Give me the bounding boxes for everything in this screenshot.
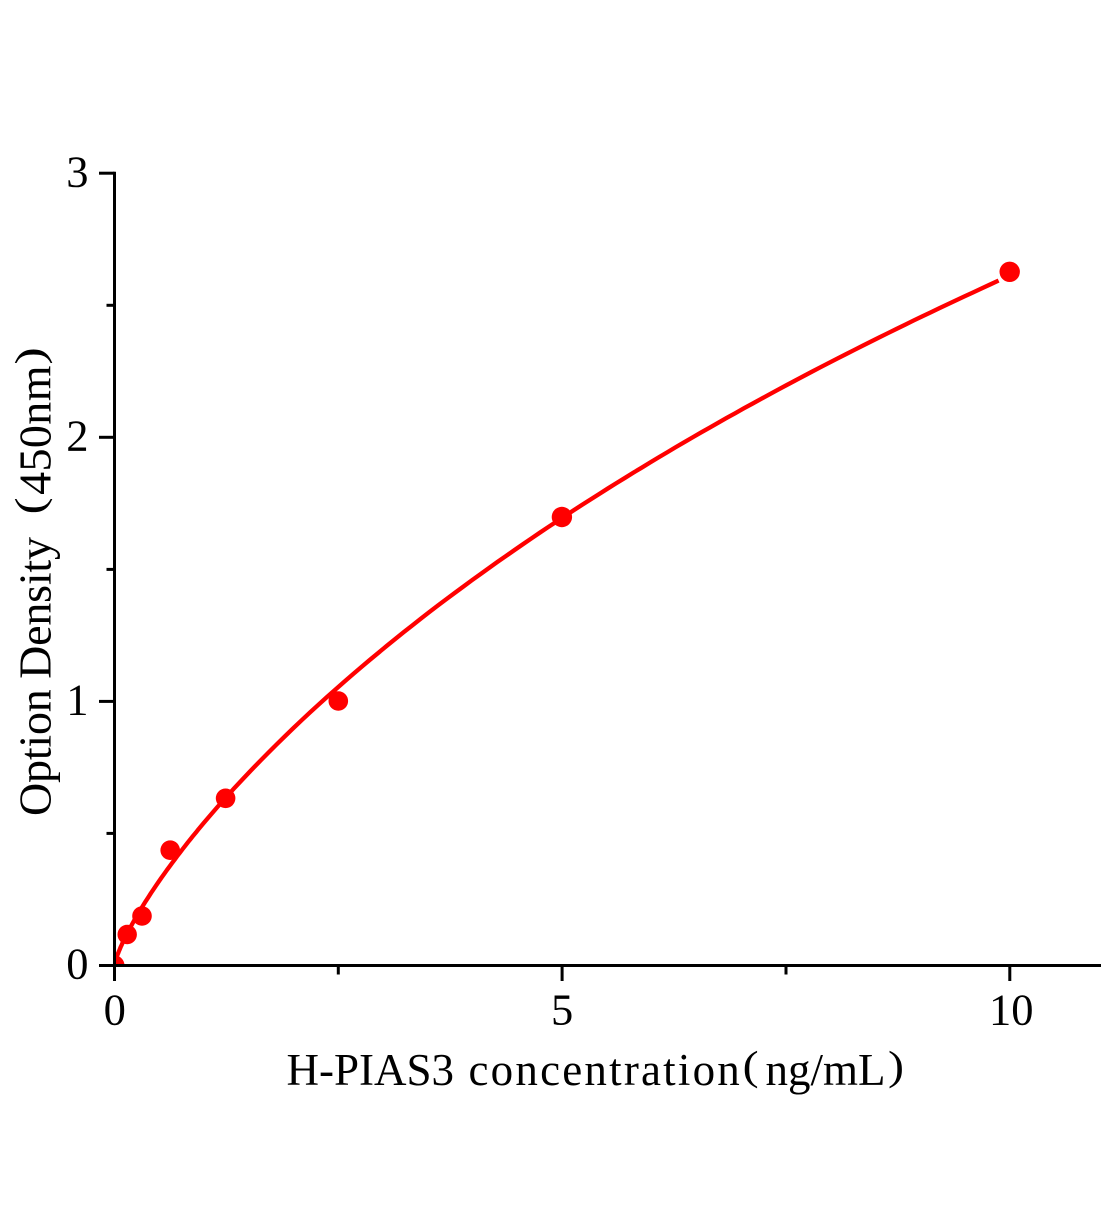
svg-text:450nm: 450nm (10, 365, 61, 495)
svg-text:0: 0 (66, 939, 88, 989)
svg-text:): ) (7, 347, 54, 365)
svg-text:concentration: concentration (469, 1045, 743, 1095)
svg-text:0: 0 (104, 985, 126, 1035)
svg-text:2: 2 (66, 410, 88, 460)
svg-text:1: 1 (66, 675, 88, 725)
svg-text:(: ( (743, 1042, 759, 1089)
svg-text:(: ( (7, 497, 54, 514)
svg-text:Density: Density (10, 537, 61, 679)
svg-text:5: 5 (551, 985, 573, 1035)
svg-text:Option: Option (10, 689, 61, 816)
svg-text:H-PIAS3: H-PIAS3 (287, 1045, 455, 1095)
svg-text:10: 10 (989, 985, 1034, 1035)
svg-text:ng/mL: ng/mL (766, 1045, 886, 1095)
svg-text:3: 3 (66, 146, 88, 196)
svg-text:): ) (888, 1042, 904, 1089)
